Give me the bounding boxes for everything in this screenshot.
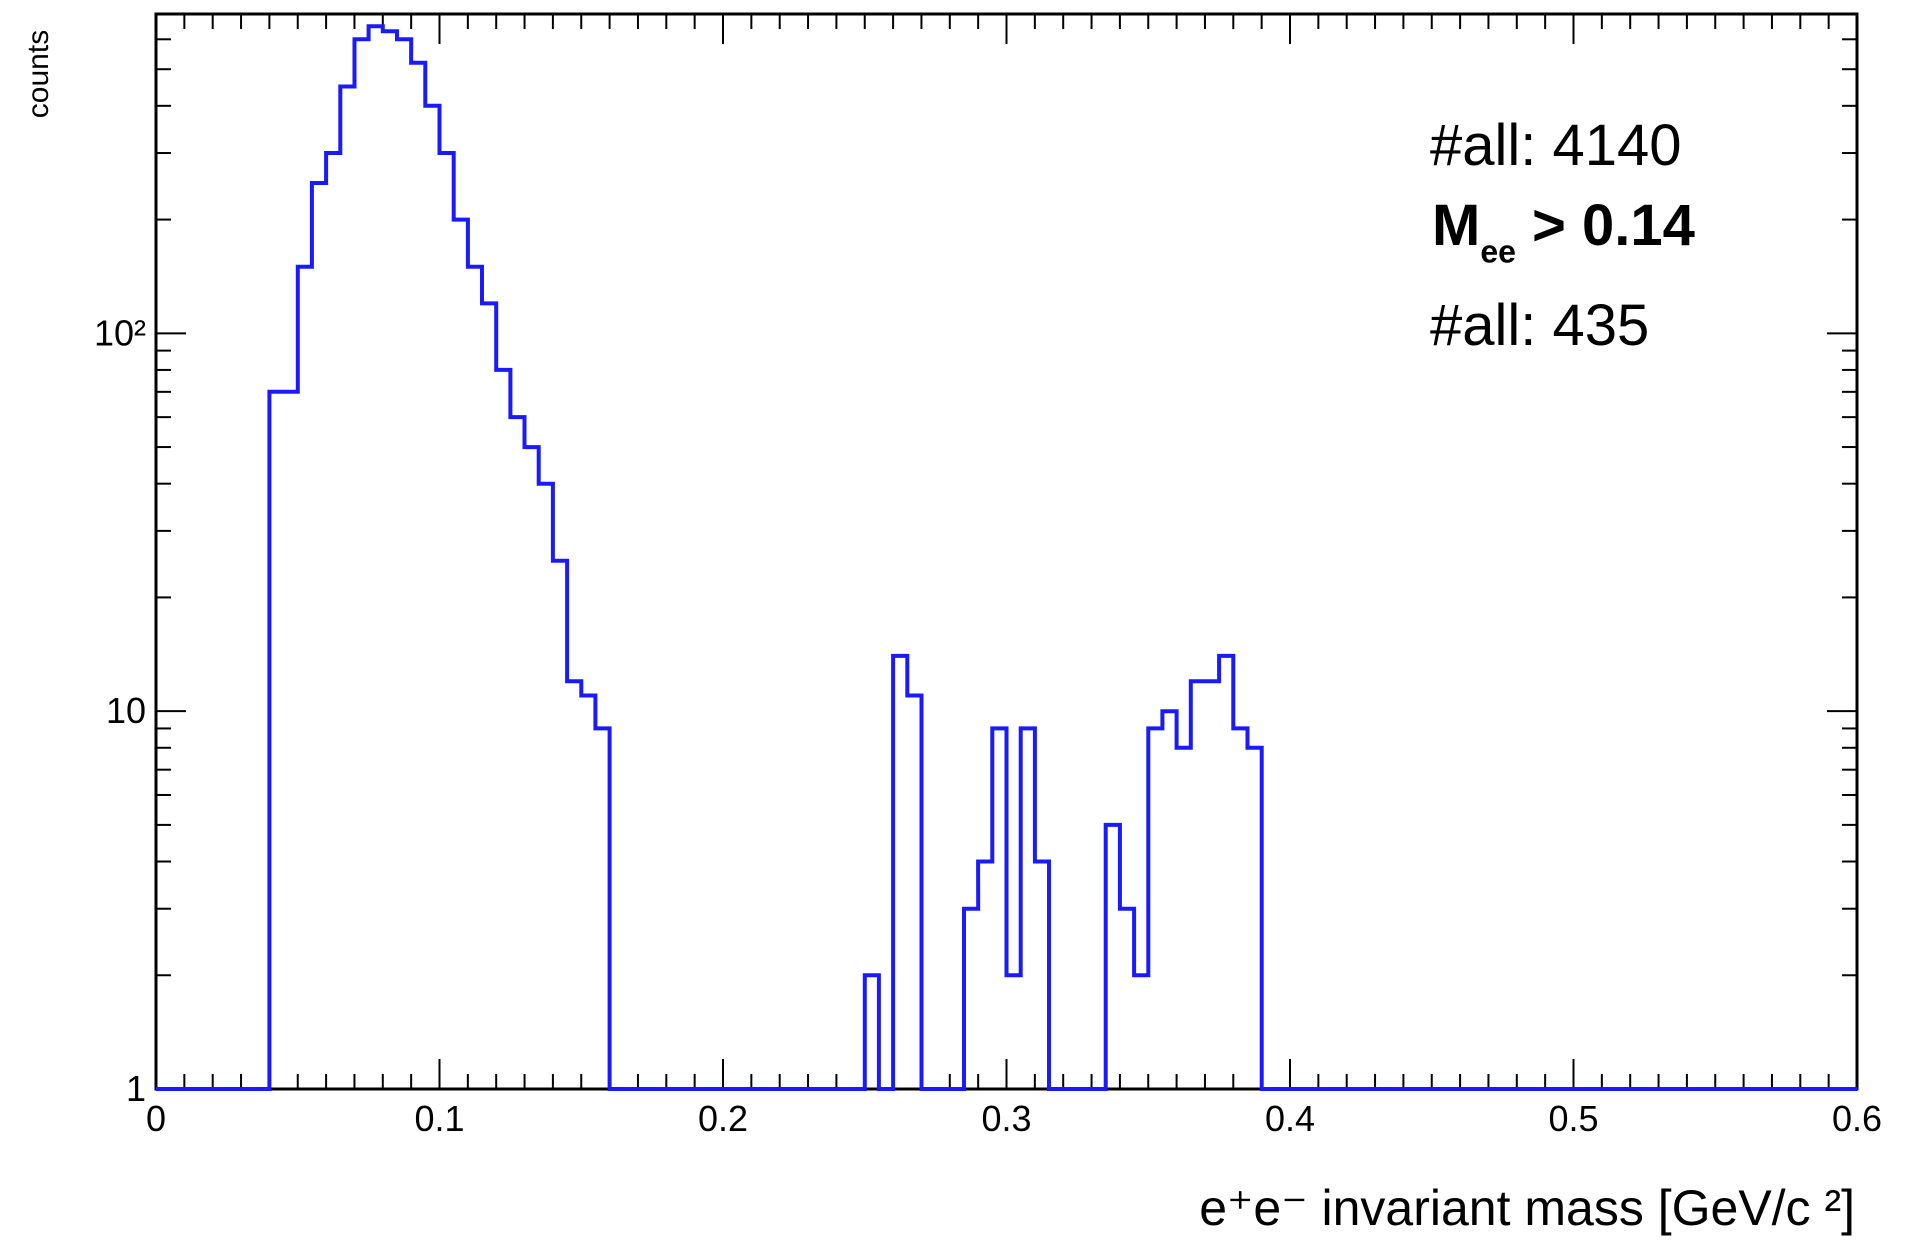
- annotation-cut-sub: ee: [1480, 233, 1516, 270]
- annotation-cut: Mee > 0.14: [1432, 192, 1695, 271]
- y-axis-label: counts: [22, 30, 55, 118]
- annotation-cut-total: #all: 435: [1430, 293, 1650, 358]
- histogram-line: [156, 24, 1857, 1091]
- x-tick-label: 0.5: [1548, 1098, 1598, 1139]
- x-tick-label: 0.1: [414, 1098, 464, 1139]
- x-tick-label: 0: [146, 1098, 166, 1139]
- annotation-total: #all: 4140: [1430, 113, 1682, 178]
- tick-labels: 0 0.1 0.2 0.3 0.4 0.5 0.6 1 10 10²: [94, 312, 1882, 1139]
- x-tick-label: 0.3: [981, 1098, 1031, 1139]
- y-tick-label: 10²: [94, 312, 146, 353]
- y-tick-label: 10: [106, 690, 146, 731]
- annotation-cut-rest: > 0.14: [1515, 193, 1695, 258]
- x-tick-label: 0.6: [1832, 1098, 1882, 1139]
- x-tick-label: 0.2: [698, 1098, 748, 1139]
- annotation-cut-main: M: [1432, 193, 1481, 258]
- y-tick-label: 1: [126, 1068, 146, 1109]
- axis-ticks: [155, 13, 1858, 1090]
- x-tick-label: 0.4: [1265, 1098, 1315, 1139]
- x-axis-label: e⁺e⁻ invariant mass [GeV/c ²]: [1199, 1180, 1855, 1236]
